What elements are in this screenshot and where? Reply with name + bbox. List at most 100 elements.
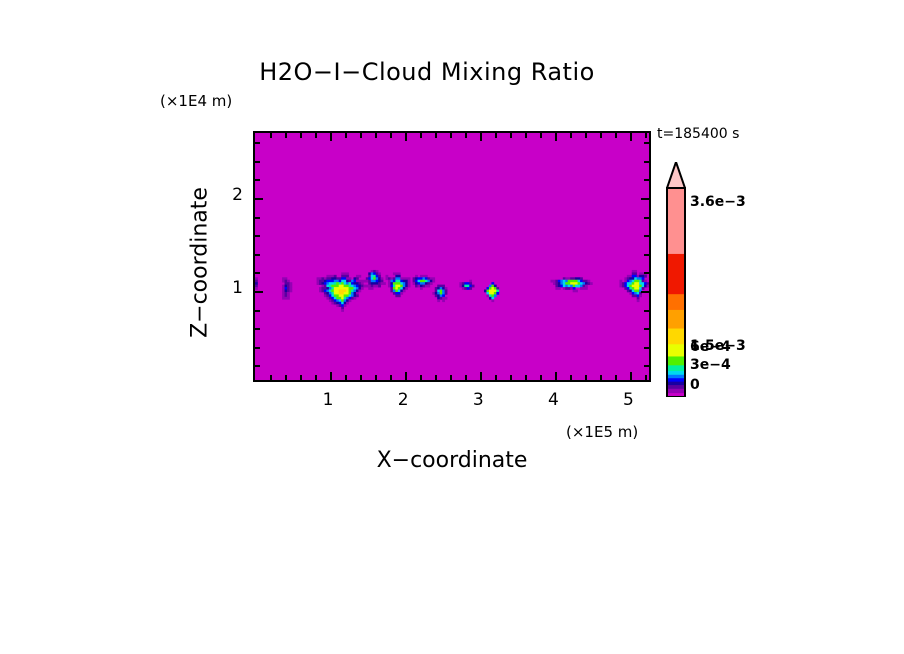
axis-tick	[585, 375, 588, 380]
colorbar-tick-label: 1.5e−3	[690, 337, 746, 354]
colorbar-tick-label: 6e−4	[690, 339, 731, 355]
axis-tick	[585, 133, 588, 138]
axis-tick	[555, 372, 558, 380]
axis-tick	[315, 375, 318, 380]
axis-tick	[644, 272, 649, 275]
y-axis-unit-label: (×1E4 m)	[160, 92, 233, 110]
axis-tick	[480, 133, 483, 141]
axis-tick	[255, 179, 260, 182]
axis-tick	[420, 375, 423, 380]
colorbar-tick-label: 3e−4	[690, 357, 731, 373]
axis-tick	[300, 133, 303, 138]
axis-tick	[644, 160, 649, 163]
axis-tick	[405, 372, 408, 380]
axis-tick	[255, 346, 260, 349]
x-tick-label: 4	[547, 390, 559, 410]
axis-tick	[645, 133, 648, 138]
plot-area	[253, 131, 651, 382]
colorbar-tick-label: 3.6e−3	[690, 194, 746, 210]
axis-tick	[405, 133, 408, 141]
axis-tick	[390, 375, 393, 380]
contour-plot-canvas	[255, 269, 649, 312]
axis-tick	[644, 309, 649, 312]
axis-tick	[375, 375, 378, 380]
axis-tick	[330, 372, 333, 380]
axis-tick	[644, 253, 649, 256]
axis-tick	[644, 365, 649, 368]
axis-tick	[360, 375, 363, 380]
axis-tick	[644, 346, 649, 349]
axis-tick	[345, 133, 348, 138]
x-axis-unit-label: (×1E5 m)	[566, 423, 639, 441]
axis-tick	[510, 133, 513, 138]
axis-tick	[315, 133, 318, 138]
axis-tick	[465, 375, 468, 380]
axis-tick	[255, 365, 260, 368]
y-tick-label: 1	[232, 278, 243, 299]
axis-tick	[465, 133, 468, 138]
y-tick-label: 2	[232, 185, 243, 206]
axis-tick	[644, 216, 649, 219]
axis-tick	[435, 133, 438, 138]
axis-tick	[480, 372, 483, 380]
axis-tick	[644, 179, 649, 182]
axis-tick	[600, 375, 603, 380]
axis-tick	[645, 375, 648, 380]
axis-tick	[255, 235, 260, 238]
axis-tick	[495, 133, 498, 138]
axis-tick	[270, 133, 273, 138]
axis-tick	[525, 133, 528, 138]
axis-tick	[285, 375, 288, 380]
axis-tick	[615, 133, 618, 138]
axis-tick	[300, 375, 303, 380]
axis-tick	[285, 133, 288, 138]
axis-tick	[255, 272, 260, 275]
x-tick-label: 5	[623, 390, 634, 410]
axis-tick	[255, 291, 263, 294]
axis-tick	[345, 375, 348, 380]
axis-tick	[495, 375, 498, 380]
axis-tick	[615, 375, 618, 380]
axis-tick	[644, 142, 649, 145]
axis-tick	[270, 375, 273, 380]
x-axis-title: X−coordinate	[376, 448, 528, 473]
axis-tick	[600, 133, 603, 138]
axis-tick	[641, 198, 649, 201]
axis-tick	[255, 309, 260, 312]
axis-tick	[540, 375, 543, 380]
axis-tick	[450, 133, 453, 138]
chart-title-text: H2O−I−Cloud Mixing Ratio	[259, 58, 595, 86]
axis-tick	[255, 253, 260, 256]
axis-tick	[360, 133, 363, 138]
axis-tick	[255, 142, 260, 145]
axis-tick	[510, 375, 513, 380]
x-tick-label: 1	[322, 390, 334, 410]
axis-tick	[525, 375, 528, 380]
axis-tick	[255, 328, 260, 331]
axis-tick	[420, 133, 423, 138]
axis-tick	[644, 235, 649, 238]
axis-tick	[375, 133, 378, 138]
colorbar	[666, 162, 686, 397]
axis-tick	[255, 216, 260, 219]
axis-tick	[555, 133, 558, 141]
axis-tick	[641, 291, 649, 294]
colorbar-swatches	[666, 162, 686, 397]
page-title: H2O−I−Cloud Mixing Ratio	[0, 58, 904, 86]
axis-tick	[570, 133, 573, 138]
axis-tick	[450, 375, 453, 380]
axis-tick	[435, 375, 438, 380]
axis-tick	[330, 133, 333, 141]
timestamp-label: t=185400 s	[657, 126, 740, 142]
axis-tick	[630, 133, 633, 141]
axis-tick	[540, 133, 543, 138]
x-tick-label: 2	[397, 390, 409, 410]
axis-tick	[255, 198, 263, 201]
axis-tick	[390, 133, 393, 138]
axis-tick	[255, 160, 260, 163]
axis-tick	[630, 372, 633, 380]
colorbar-tick-label: 0	[690, 377, 700, 393]
axis-tick	[644, 328, 649, 331]
x-tick-label: 3	[472, 390, 484, 410]
